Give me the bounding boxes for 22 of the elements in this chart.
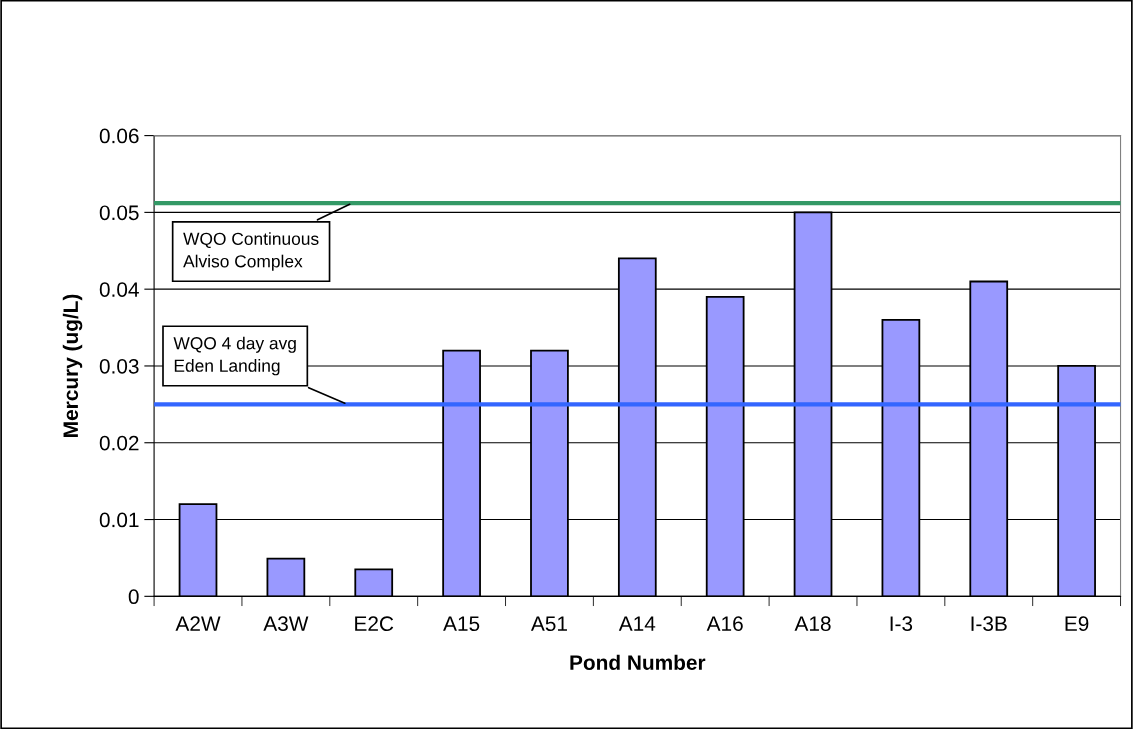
y-tick-label: 0.02	[99, 435, 139, 451]
x-tick-label: A51	[530, 616, 567, 632]
y-tick-label: 0.05	[99, 205, 139, 221]
x-tick-label: E9	[1065, 616, 1089, 632]
x-tick-label: I-3	[890, 616, 913, 632]
ref-line-label: WQO Continuous Alviso Complex	[183, 232, 319, 271]
y-tick-label: 0.03	[99, 358, 139, 374]
y-tick-label: 0	[128, 589, 139, 605]
y-tick-label: 0.04	[99, 282, 139, 297]
x-tick-label: A16	[706, 616, 743, 632]
y-tick-label: 0.06	[99, 128, 139, 144]
x-tick-label: E2C	[355, 616, 394, 632]
y-axis-title: Mercury (ug/L)	[62, 294, 83, 437]
x-tick-label: I-3B	[971, 616, 1007, 632]
x-tick-label: A2W	[175, 616, 221, 631]
x-tick-label: A18	[794, 616, 831, 632]
x-tick-label: A3W	[263, 616, 309, 632]
x-tick-label: A15	[443, 616, 480, 632]
y-tick-label: 0.01	[99, 512, 139, 528]
x-axis-title: Pond Number	[570, 654, 706, 670]
ref-line-label: WQO 4 day avg Eden Landing	[173, 336, 296, 376]
x-tick-label: A14	[618, 616, 656, 631]
